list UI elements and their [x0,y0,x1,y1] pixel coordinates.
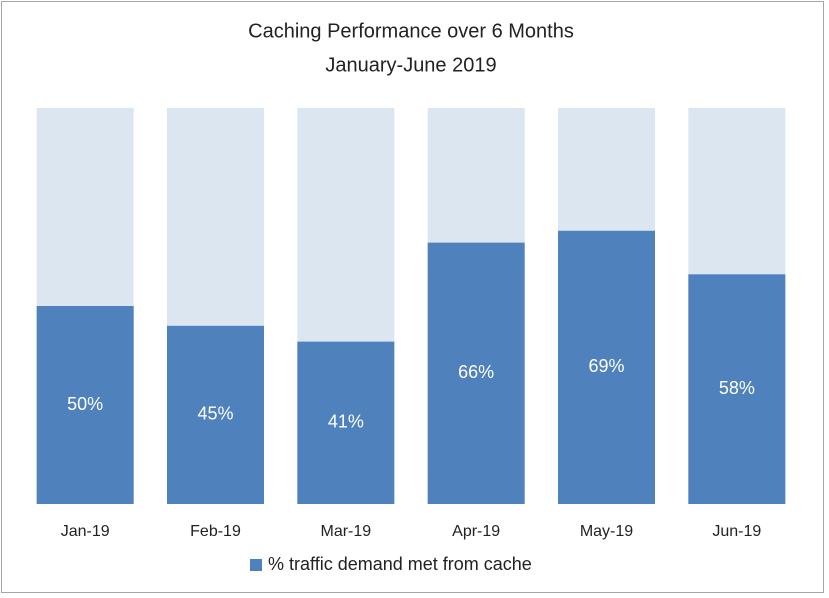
chart-title: Caching Performance over 6 Months [248,20,574,42]
value-label: 69% [588,356,624,376]
value-label: 45% [197,404,233,424]
chart-subtitle: January-June 2019 [325,54,496,76]
bar [427,242,525,504]
bar [297,341,395,504]
value-label: 66% [458,362,494,382]
value-label: 50% [67,394,103,414]
x-tick-label: Jan-19 [61,523,110,540]
value-label: 41% [328,412,364,432]
x-tick-label: May-19 [580,523,633,540]
x-tick-label: Mar-19 [320,523,371,540]
bar [558,230,655,504]
legend-swatch [250,559,262,571]
bar [688,274,786,504]
bar [167,325,264,504]
x-tick-label: Apr-19 [452,523,500,540]
value-label: 58% [719,378,755,398]
legend-label: % traffic demand met from cache [268,554,532,574]
x-tick-label: Feb-19 [190,523,241,540]
bar [36,306,134,504]
x-tick-label: Jun-19 [712,523,761,540]
